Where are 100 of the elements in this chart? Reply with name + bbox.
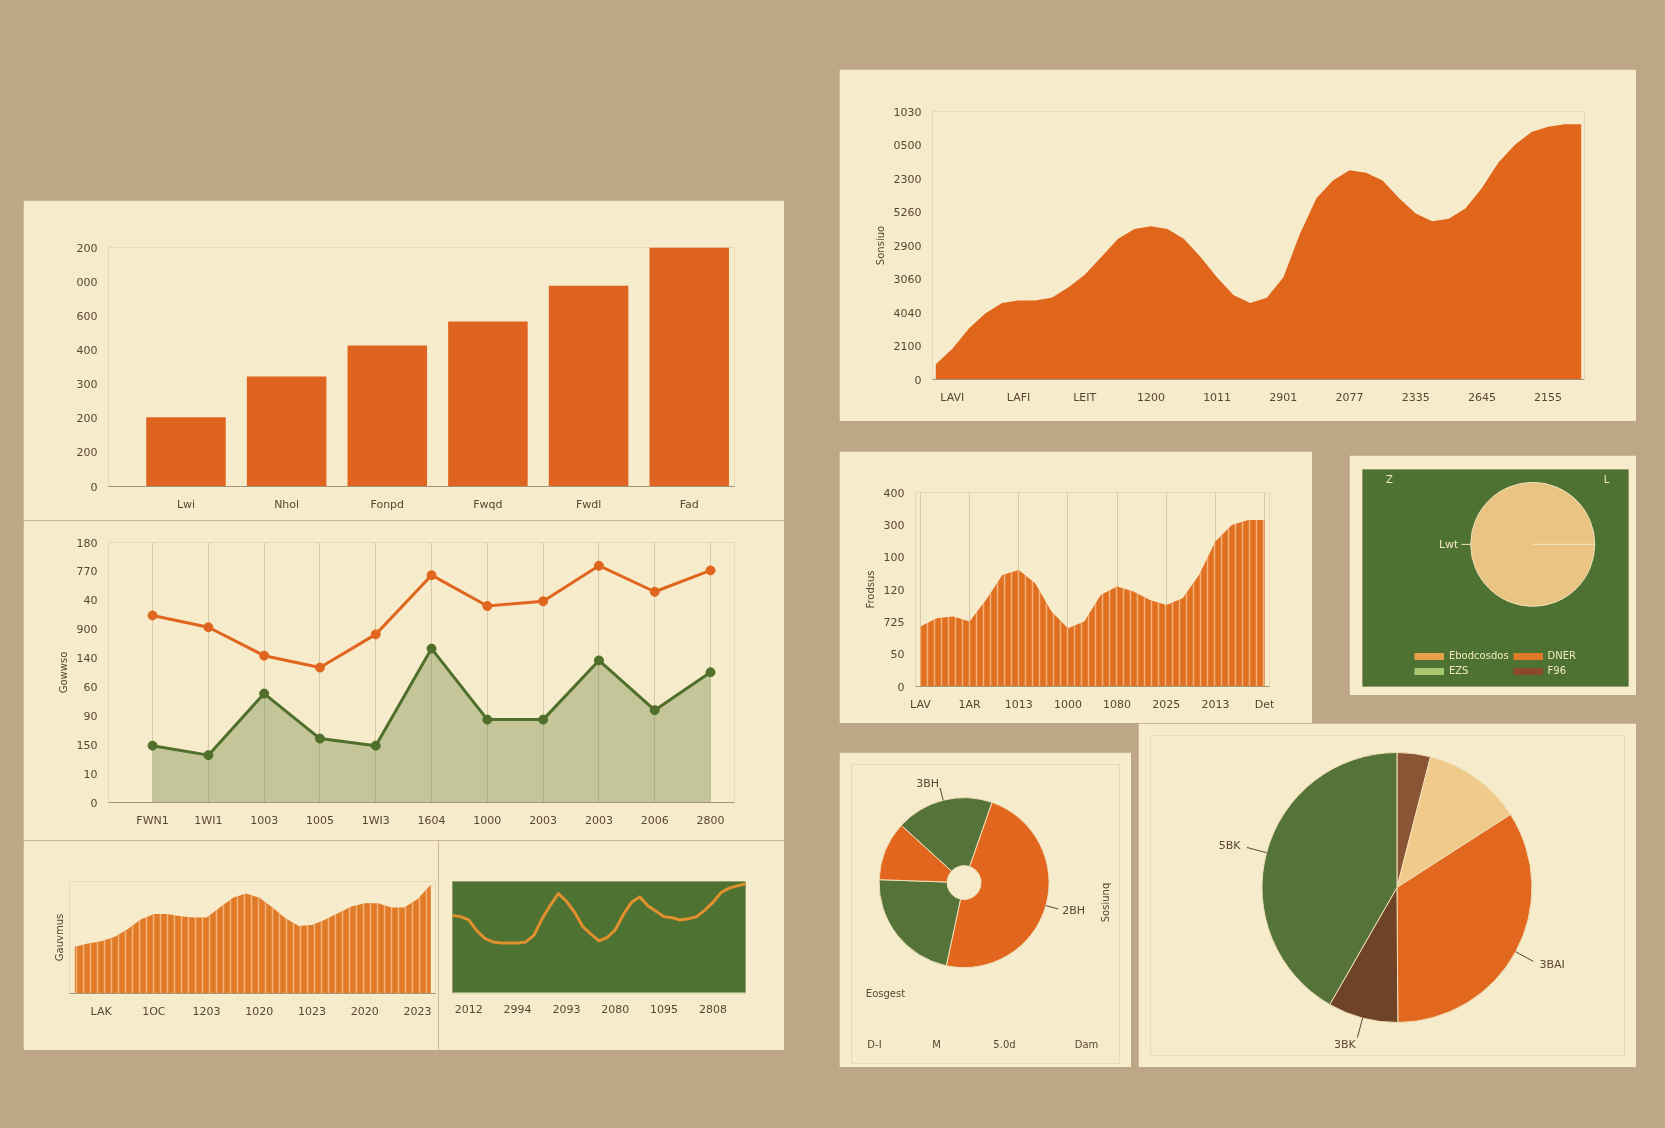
text: Z bbox=[1386, 474, 1394, 485]
text: 4040 bbox=[893, 306, 922, 320]
x-tick-label: 2808 bbox=[698, 1002, 727, 1016]
point bbox=[593, 560, 604, 571]
text: 000 bbox=[76, 275, 98, 289]
text: 10 bbox=[83, 767, 98, 781]
text: L bbox=[1603, 474, 1610, 485]
text: 200 bbox=[76, 412, 98, 426]
bar bbox=[548, 285, 629, 487]
text: 0500 bbox=[893, 139, 922, 152]
legend-label: F96 bbox=[1547, 665, 1568, 676]
point bbox=[314, 662, 325, 673]
x-tick-label: 1AR bbox=[958, 697, 982, 711]
x-tick-label: LAFI bbox=[1006, 390, 1031, 404]
x-tick-label: 1013 bbox=[1004, 697, 1033, 711]
x-tick-label: 1020 bbox=[245, 1004, 274, 1018]
text: 90 bbox=[83, 709, 98, 723]
x-tick-label: 1080 bbox=[1103, 697, 1132, 711]
text: 900 bbox=[76, 623, 98, 637]
point bbox=[147, 610, 158, 621]
x-tick-label: 2155 bbox=[1534, 390, 1563, 404]
text: 150 bbox=[76, 738, 98, 752]
text: 725 bbox=[883, 615, 905, 629]
text: 200 bbox=[76, 241, 98, 255]
text: 770 bbox=[76, 565, 98, 579]
slice-label: 3BH bbox=[916, 777, 940, 791]
point bbox=[426, 570, 437, 581]
text: 180 bbox=[76, 536, 98, 550]
x-tick-label: Fwqd bbox=[473, 497, 503, 511]
slice-label: 5BK bbox=[1218, 839, 1242, 853]
text: D-I bbox=[867, 1039, 882, 1050]
text: 600 bbox=[76, 309, 98, 323]
bar bbox=[347, 345, 428, 487]
text: 50 bbox=[890, 648, 905, 662]
x-tick-label: 1095 bbox=[650, 1002, 679, 1016]
x-tick-label: 2012 bbox=[454, 1002, 483, 1016]
text: 120 bbox=[883, 583, 905, 597]
x-tick-label: 2006 bbox=[640, 813, 669, 827]
x-tick-label: LAVI bbox=[940, 390, 965, 404]
x-tick-label: LEIT bbox=[1073, 390, 1097, 404]
legend-label: DNER bbox=[1547, 650, 1577, 661]
point bbox=[482, 600, 493, 611]
x-tick-label: 1005 bbox=[305, 813, 334, 827]
x-tick-label: 1OC bbox=[142, 1004, 166, 1018]
bar bbox=[246, 376, 327, 487]
x-tick-label: 2645 bbox=[1467, 390, 1496, 404]
point bbox=[203, 750, 214, 761]
point bbox=[370, 629, 381, 640]
text: 3060 bbox=[893, 273, 922, 286]
x-tick-label: 1011 bbox=[1203, 390, 1232, 404]
point bbox=[370, 740, 381, 751]
x-tick-label: 1604 bbox=[417, 813, 446, 827]
text: 0 bbox=[914, 373, 922, 387]
x-tick-label: 2003 bbox=[529, 813, 558, 827]
point bbox=[705, 565, 716, 576]
x-tick-label: 1000 bbox=[1053, 697, 1082, 711]
x-tick-label: Nhol bbox=[274, 497, 300, 511]
bar bbox=[448, 321, 528, 487]
x-tick-label: 1200 bbox=[1136, 390, 1165, 404]
text: Dam bbox=[1074, 1039, 1099, 1050]
text: 40 bbox=[83, 594, 98, 608]
point bbox=[259, 650, 270, 661]
slice-label: Lwt bbox=[1438, 537, 1460, 551]
x-tick-label: 2023 bbox=[403, 1004, 432, 1018]
point bbox=[705, 667, 716, 678]
text: M bbox=[932, 1039, 941, 1050]
legend-label: EZS bbox=[1448, 665, 1469, 676]
text: 200 bbox=[76, 446, 98, 460]
text: 60 bbox=[83, 680, 98, 694]
bar bbox=[649, 247, 729, 487]
x-tick-label: 2003 bbox=[584, 813, 613, 827]
x-tick-label: 1003 bbox=[250, 813, 279, 827]
text: 2300 bbox=[893, 172, 922, 186]
point bbox=[203, 622, 214, 633]
x-tick-label: LAV bbox=[910, 697, 932, 711]
point bbox=[426, 643, 437, 654]
x-tick-label: 1000 bbox=[473, 813, 502, 827]
x-tick-label: 1203 bbox=[192, 1004, 221, 1018]
text: 2900 bbox=[893, 239, 922, 253]
point bbox=[649, 586, 660, 597]
x-tick-label: 1023 bbox=[298, 1004, 327, 1018]
x-tick-label: 2994 bbox=[503, 1002, 532, 1016]
point bbox=[147, 740, 158, 751]
text: 300 bbox=[883, 518, 905, 532]
x-tick-label: Fonpd bbox=[370, 497, 405, 511]
slice-label: 3BAI bbox=[1539, 958, 1565, 972]
x-tick-label: LAK bbox=[90, 1004, 113, 1018]
slice-label: 2BH bbox=[1062, 903, 1086, 917]
x-tick-label: Det bbox=[1254, 697, 1276, 711]
y-axis-title: Gowwso bbox=[57, 651, 69, 694]
text: Eosgest bbox=[865, 988, 906, 999]
x-tick-label: 2080 bbox=[601, 1002, 630, 1016]
legend-label: Ebodcosdos bbox=[1448, 650, 1509, 661]
x-tick-label: 2013 bbox=[1201, 697, 1230, 711]
bar bbox=[146, 417, 226, 487]
x-tick-label: 2020 bbox=[350, 1004, 379, 1018]
point bbox=[259, 688, 270, 699]
x-tick-label: FWN1 bbox=[136, 813, 169, 827]
text: 0 bbox=[897, 680, 905, 694]
point bbox=[538, 714, 549, 725]
